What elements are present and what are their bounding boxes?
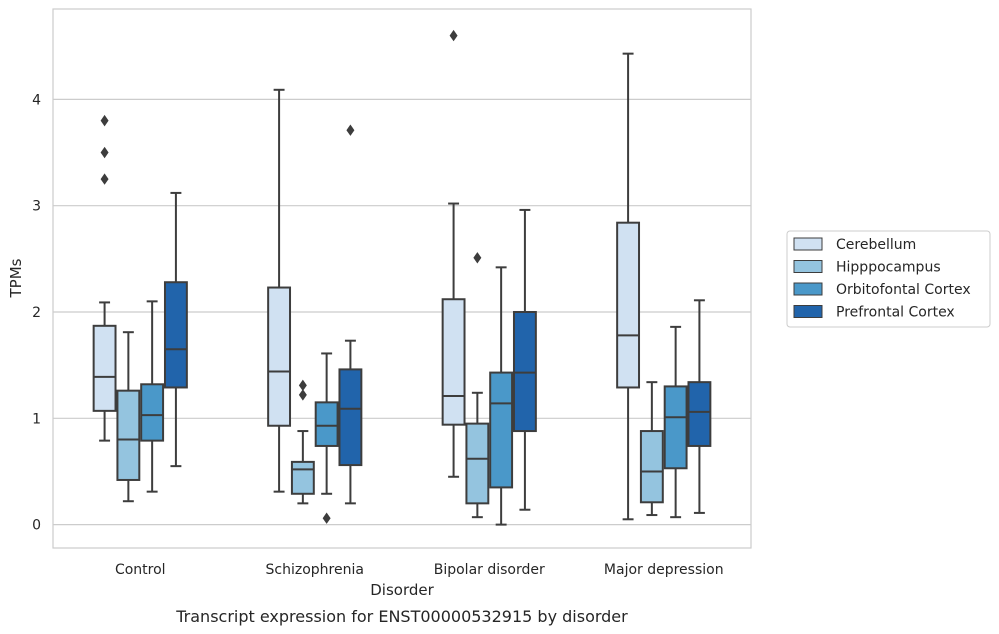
iqr-box xyxy=(441,298,466,426)
legend-label: Prefrontal Cortex xyxy=(836,305,955,321)
box-prefrontal-cortex xyxy=(163,191,188,468)
outlier-point xyxy=(100,146,109,159)
legend-label: Orbitofontal Cortex xyxy=(836,282,971,298)
box-prefrontal-cortex xyxy=(512,208,537,511)
outlier-point xyxy=(473,252,482,264)
box-cerebellum xyxy=(616,52,641,521)
legend-swatch xyxy=(793,237,823,251)
legend: Cerebellum Hipppocampus Orbitofontal Corte… xyxy=(786,230,991,328)
box-hipppocampus xyxy=(116,331,141,503)
iqr-box xyxy=(290,460,315,495)
legend-swatch xyxy=(793,305,823,318)
legend-frame xyxy=(786,230,991,328)
iqr-box xyxy=(489,371,514,489)
x-tick-label: Control xyxy=(115,562,166,578)
y-tick-label: 2 xyxy=(32,305,41,321)
x-axis-ticks: Control Schizophrenia Bipolar disorder Majo… xyxy=(115,562,724,578)
x-axis-label: Disorder xyxy=(370,581,434,599)
box-hipppocampus xyxy=(465,252,490,519)
legend-swatch xyxy=(793,260,823,273)
iqr-box xyxy=(314,401,339,447)
outlier-point xyxy=(100,173,109,185)
legend-label: Hipppocampus xyxy=(836,260,941,276)
box-orbitofontal-cortex xyxy=(489,266,514,526)
outlier-point xyxy=(298,379,307,392)
outlier-point xyxy=(449,29,458,42)
iqr-box xyxy=(663,385,688,470)
y-axis-ticks: 0 1 2 3 4 xyxy=(32,92,41,533)
iqr-box xyxy=(140,383,165,442)
outlier-point xyxy=(298,389,307,401)
box-hipppocampus xyxy=(290,379,315,505)
legend-label: Cerebellum xyxy=(836,237,916,253)
outlier-point xyxy=(322,512,331,524)
iqr-box xyxy=(267,286,292,427)
box-orbitofontal-cortex xyxy=(663,325,688,519)
x-tick-label: Major depression xyxy=(604,562,724,578)
y-tick-label: 1 xyxy=(32,411,41,427)
x-tick-label: Bipolar disorder xyxy=(434,562,545,578)
box-groups xyxy=(92,29,712,526)
plot-frame xyxy=(52,8,752,549)
y-tick-label: 4 xyxy=(32,92,41,108)
y-axis-label: TPMs xyxy=(7,258,25,298)
iqr-box xyxy=(116,389,141,481)
legend-swatch xyxy=(793,282,823,296)
iqr-box xyxy=(338,368,363,467)
box-prefrontal-cortex xyxy=(338,124,363,505)
iqr-box xyxy=(616,221,641,389)
box-prefrontal-cortex xyxy=(687,299,712,514)
x-tick-label: Schizophrenia xyxy=(266,562,364,578)
iqr-box xyxy=(92,324,117,412)
chart-title: Transcript expression for ENST0000053291… xyxy=(175,607,628,626)
y-tick-label: 0 xyxy=(32,518,41,534)
box-cerebellum xyxy=(441,29,466,478)
box-cerebellum xyxy=(267,88,292,493)
iqr-box xyxy=(465,422,490,505)
box-orbitofontal-cortex xyxy=(314,352,339,524)
box-orbitofontal-cortex xyxy=(140,300,165,493)
iqr-box xyxy=(687,381,712,447)
box-hipppocampus xyxy=(639,381,664,517)
y-tick-label: 3 xyxy=(32,199,41,215)
outlier-point xyxy=(100,114,109,127)
outlier-point xyxy=(346,124,355,136)
iqr-box xyxy=(512,310,537,433)
iqr-box xyxy=(163,281,188,389)
iqr-box xyxy=(639,430,664,504)
box-cerebellum xyxy=(92,114,117,442)
